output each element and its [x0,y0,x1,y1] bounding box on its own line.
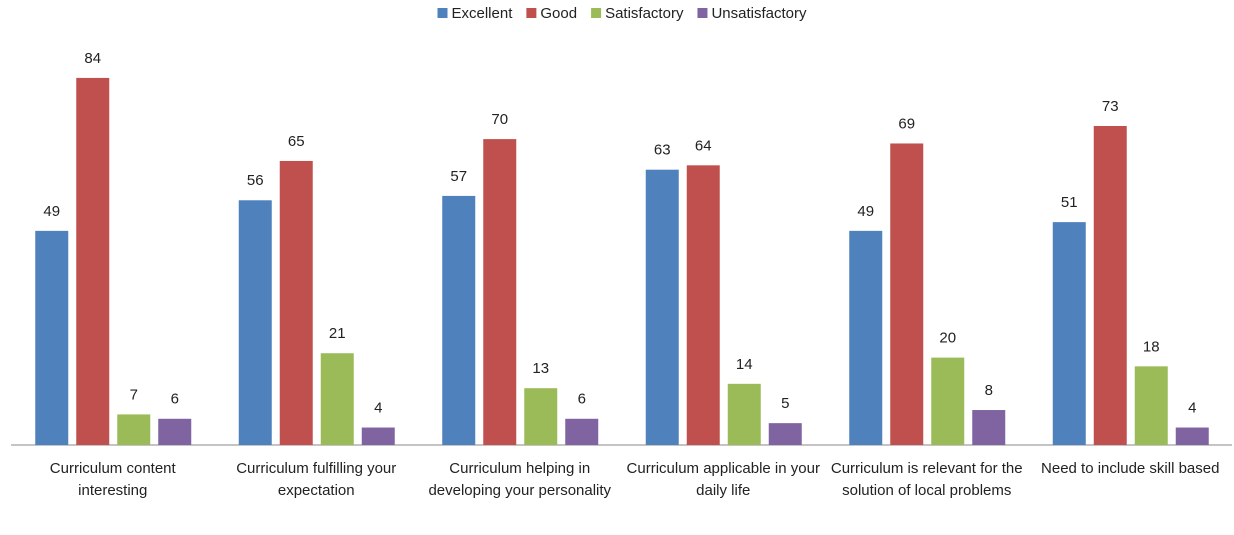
data-label: 8 [985,382,993,399]
bar [361,427,395,445]
bar [1134,366,1168,445]
data-label: 49 [857,203,874,220]
data-label: 18 [1143,338,1160,355]
bar [727,383,761,445]
data-label: 5 [781,395,789,412]
bar [849,230,883,445]
x-tick-label: Curriculum applicable in your daily life [626,460,820,499]
data-label: 6 [171,391,179,408]
bar [1175,427,1209,445]
x-tick-label: Curriculum content interesting [49,460,176,499]
bar [1093,125,1127,446]
data-label: 56 [247,172,264,189]
legend-label: Good [540,5,577,22]
x-tick-label: Need to include skill based [1041,460,1220,477]
data-label: 4 [374,399,382,416]
legend-swatch [437,8,448,18]
bar [768,423,802,445]
legend-label: Excellent [452,5,514,22]
bar [1052,222,1086,445]
bar [320,353,354,445]
data-label: 65 [288,133,305,150]
bar [890,143,924,445]
bar [442,195,476,445]
data-label: 6 [578,391,586,408]
data-label: 20 [939,330,956,347]
bar [686,165,720,445]
bar [158,418,192,445]
data-label: 51 [1061,194,1078,211]
bar [35,230,69,445]
x-tick-label: Curriculum fulfilling your expectation [236,460,397,499]
bar [279,160,313,445]
x-tick-label: Curriculum helping in developing your pe… [428,460,612,499]
bar [238,200,272,445]
data-label: 84 [84,50,101,67]
legend-swatch [591,8,602,18]
legend-label: Satisfactory [605,5,684,22]
data-label: 73 [1102,98,1119,115]
data-label: 49 [43,203,60,220]
data-label: 70 [491,111,508,128]
bar [483,139,517,445]
bar [565,418,599,445]
legend-label: Unsatisfactory [711,5,807,22]
data-label: 13 [532,360,549,377]
data-label: 14 [736,356,753,373]
bar [931,357,965,445]
bar [645,169,679,445]
bar [972,410,1006,445]
data-label: 64 [695,137,712,154]
bar [76,77,110,446]
data-label: 4 [1188,399,1196,416]
legend-swatch [526,8,537,18]
data-label: 21 [329,325,346,342]
data-label: 69 [898,115,915,132]
bar [524,388,558,445]
data-label: 57 [450,168,467,185]
data-label: 7 [130,386,138,403]
legend-swatch [697,8,708,18]
x-tick-label: Curriculum is relevant for the solution … [830,460,1023,499]
bar [117,414,151,445]
data-label: 63 [654,142,671,159]
